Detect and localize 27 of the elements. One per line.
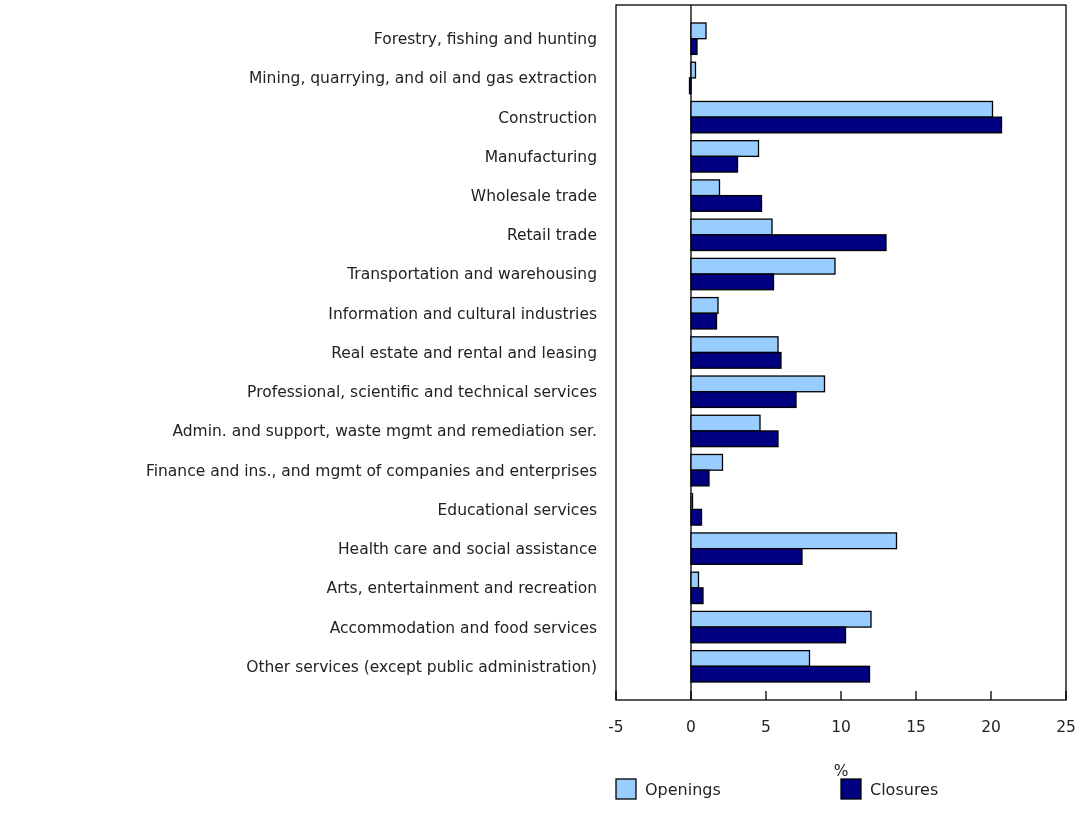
y-tick-label: Information and cultural industries [328,304,597,323]
x-axis-title: % [833,762,849,781]
x-tick-label: 25 [1056,718,1076,737]
y-tick-label: Forestry, fishing and hunting [373,30,597,49]
y-tick-label: Construction [498,108,597,127]
x-tick-label: 15 [906,718,926,737]
x-tick-label: 0 [686,718,696,737]
y-tick-label: Mining, quarrying, and oil and gas extraction [248,69,597,88]
y-tick-label: Real estate and rental and leasing [331,343,597,362]
y-tick-label: Retail trade [506,226,597,245]
y-tick-label: Accommodation and food services [329,618,597,637]
y-tick-label: Arts, entertainment and recreation [326,579,597,598]
y-tick-label: Manufacturing [484,147,597,166]
y-tick-label: Professional, scientific and technical services [247,383,597,402]
y-tick-label: Health care and social assistance [337,540,597,559]
y-tick-label: Finance and ins., and mgmt of companies and enterprises [145,461,597,480]
legend-label: Closures [870,779,939,799]
x-tick-label: 10 [831,718,851,737]
y-tick-label: Educational services [437,500,597,519]
x-tick-label: 20 [981,718,1001,737]
y-tick-label: Transportation and warehousing [346,265,597,284]
y-tick-label: Admin. and support, waste mgmt and remediation ser. [172,422,597,441]
y-tick-label: Wholesale trade [470,187,597,206]
x-tick-label: -5 [608,718,624,737]
x-tick-label: 5 [761,718,771,737]
y-tick-label: Other services (except public administration) [246,657,597,676]
legend-label: Openings [645,779,721,799]
